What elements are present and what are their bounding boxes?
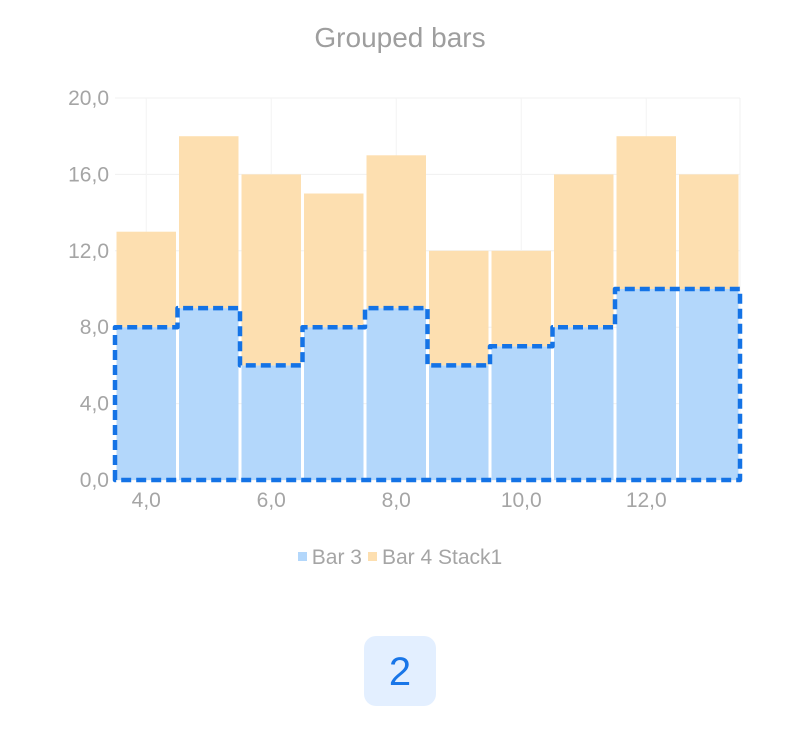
bar-series-1 bbox=[616, 289, 676, 480]
bar-series-1 bbox=[179, 308, 239, 480]
y-tick-label: 16,0 bbox=[68, 163, 109, 186]
bar-series-2 bbox=[679, 174, 739, 289]
bar-series-1 bbox=[679, 289, 739, 480]
bar-series-1 bbox=[554, 327, 614, 480]
page-number-badge[interactable]: 2 bbox=[364, 636, 436, 706]
bar-series-1 bbox=[241, 365, 301, 480]
bar-series-1 bbox=[491, 346, 551, 480]
legend-swatch bbox=[367, 551, 377, 561]
bar-series-1 bbox=[116, 327, 176, 480]
bar-series-2 bbox=[366, 155, 426, 309]
x-tick-label: 4,0 bbox=[132, 489, 161, 512]
x-tick-label: 6,0 bbox=[257, 489, 286, 512]
legend-swatch bbox=[297, 551, 307, 561]
bar-series-2 bbox=[241, 174, 301, 366]
legend-item[interactable]: Bar 4 Stack1 bbox=[367, 546, 503, 570]
chart-legend: Bar 3 Bar 4 Stack1 bbox=[0, 546, 800, 570]
legend-label: Bar 3 bbox=[311, 546, 362, 569]
legend-label: Bar 4 Stack1 bbox=[381, 546, 503, 569]
y-tick-label: 12,0 bbox=[68, 240, 109, 263]
y-tick-label: 8,0 bbox=[80, 316, 109, 339]
bar-series-2 bbox=[491, 250, 551, 347]
bar-series-2 bbox=[116, 231, 176, 328]
x-tick-label: 8,0 bbox=[382, 489, 411, 512]
x-tick-label: 10,0 bbox=[501, 489, 542, 512]
bar-series-1 bbox=[366, 308, 426, 480]
x-tick-label: 12,0 bbox=[626, 489, 667, 512]
y-tick-label: 0,0 bbox=[80, 469, 109, 492]
legend-item[interactable]: Bar 3 bbox=[297, 546, 362, 570]
bar-series-2 bbox=[429, 250, 489, 366]
bar-series-2 bbox=[179, 136, 239, 309]
bar-series-1 bbox=[429, 365, 489, 480]
highlight-outline bbox=[112, 286, 743, 483]
chart-title: Grouped bars bbox=[314, 22, 486, 53]
y-tick-label: 20,0 bbox=[68, 87, 109, 110]
y-tick-label: 4,0 bbox=[80, 393, 109, 416]
bar-series-2 bbox=[554, 174, 614, 328]
bar-series-2 bbox=[616, 136, 676, 289]
bar-series-2 bbox=[304, 193, 364, 328]
bar-series-1 bbox=[304, 327, 364, 480]
